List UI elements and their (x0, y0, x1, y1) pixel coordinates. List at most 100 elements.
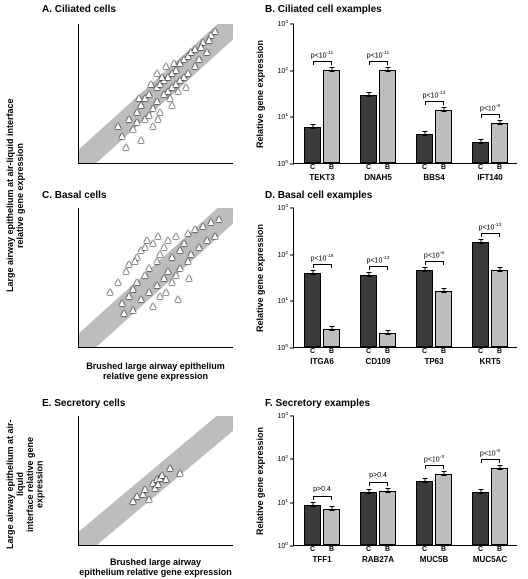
bar-b (491, 123, 508, 163)
bar-c (360, 95, 377, 163)
bracket (425, 261, 444, 262)
bar-group-label: TP63 (424, 357, 443, 366)
panel-c-xlabel: Brushed large airway epitheliumrelative … (78, 362, 233, 382)
data-point (107, 289, 113, 295)
pvalue-label: p<10-8 (480, 104, 500, 112)
panel-b-ylabel: Relative gene expression (256, 24, 266, 164)
panel-d-ylabel: Relative gene expression (256, 208, 266, 348)
data-point (148, 81, 154, 87)
bracket (425, 101, 444, 102)
bar-b (491, 270, 508, 347)
data-point (175, 88, 181, 94)
data-point (132, 258, 138, 264)
ytick (78, 243, 79, 244)
data-point (216, 216, 222, 222)
panel-e: E. Secretory cells Large airway epitheli… (40, 398, 250, 573)
panel-d-title: D. Basal cell examples (265, 190, 372, 201)
identity-band (78, 24, 233, 164)
data-point (142, 244, 148, 250)
data-point (150, 105, 156, 111)
data-point (154, 258, 160, 264)
ytick (78, 208, 79, 209)
panel-e-xlabel: Brushed large airwayepithelium relative … (78, 558, 233, 578)
ytick (290, 416, 294, 417)
panel-e-title: E. Secretory cells (42, 398, 125, 409)
pvalue-label: p<10-13 (479, 223, 502, 231)
ytick (78, 24, 79, 25)
ytick (290, 502, 294, 503)
cb-label: B (497, 164, 502, 171)
bar-b (323, 329, 340, 347)
cb-label: C (422, 348, 427, 355)
bar-group-label: BBS4 (423, 173, 444, 182)
bar-c (416, 481, 433, 545)
data-point (138, 137, 144, 143)
bar-b (435, 110, 452, 163)
ytick (290, 254, 294, 255)
pvalue-label: p<10-13 (367, 256, 390, 264)
data-point (169, 279, 175, 285)
identity-band (78, 208, 233, 348)
cb-label: C (366, 164, 371, 171)
errorbar (480, 239, 481, 244)
data-point (154, 98, 160, 104)
data-point (208, 219, 214, 225)
panel-f-title: F. Secretory examples (265, 398, 370, 409)
errorbar (368, 92, 369, 97)
errorbar (499, 465, 500, 470)
data-point (192, 63, 198, 69)
bar-group-label: ITGA6 (310, 357, 334, 366)
data-point (123, 268, 129, 274)
ytick-label: 103 (277, 20, 288, 28)
errorbar (312, 270, 313, 275)
data-point (142, 272, 148, 278)
data-point (157, 251, 163, 257)
bar-c (472, 142, 489, 163)
data-point (206, 37, 212, 43)
ytick-label: 100 (277, 344, 288, 352)
bar-group-label: IFT140 (477, 173, 502, 182)
data-point (161, 275, 167, 281)
xtick (79, 545, 80, 546)
bar-c (472, 242, 489, 347)
data-point (188, 251, 194, 257)
errorbar (443, 471, 444, 476)
bracket (313, 496, 332, 497)
data-point (146, 265, 152, 271)
cb-label: B (329, 164, 334, 171)
panel-e-plot: 10-110-1100100101101102102103103 (78, 416, 233, 546)
ytick (78, 513, 79, 514)
errorbar (312, 502, 313, 507)
cb-label: B (441, 164, 446, 171)
panel-d: D. Basal cell examples Relative gene exp… (263, 190, 523, 370)
xtick (79, 347, 80, 348)
data-point (204, 237, 210, 243)
data-point (204, 49, 210, 55)
bracket (369, 266, 388, 267)
data-point (123, 144, 129, 150)
cb-label: B (385, 164, 390, 171)
bar-group-label: TFF1 (312, 555, 331, 564)
data-point (146, 289, 152, 295)
data-point (134, 109, 140, 115)
bar-group-label: MUC5B (420, 555, 448, 564)
bracket (369, 61, 388, 62)
data-point (121, 310, 127, 316)
bar-group-label: RAB27A (362, 555, 394, 564)
ytick-label: 102 (277, 66, 288, 74)
data-point (119, 300, 125, 306)
ytick (78, 546, 79, 547)
pvalue-label: p<10-11 (367, 51, 390, 59)
data-point (115, 279, 121, 285)
data-point (154, 282, 160, 288)
bracket (425, 465, 444, 466)
panel-d-plot: 100101102103CBITGA6p<10-16CBCD109p<10-13… (293, 208, 517, 348)
data-point (173, 67, 179, 73)
cb-label: B (385, 348, 390, 355)
data-point (167, 465, 173, 471)
data-point (130, 307, 136, 313)
ytick (78, 94, 79, 95)
data-point (130, 126, 136, 132)
data-point (196, 56, 202, 62)
data-point (163, 476, 169, 482)
